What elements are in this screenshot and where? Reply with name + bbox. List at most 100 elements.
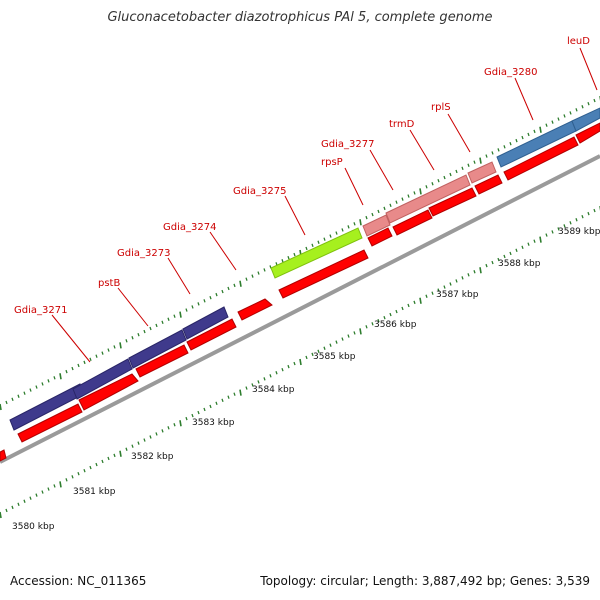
outer-track-tick xyxy=(161,320,164,325)
inner-track-tick xyxy=(479,267,482,274)
inner-track-tick xyxy=(533,239,536,243)
leader-leud xyxy=(579,47,598,91)
feature-pink-3[interactable] xyxy=(467,161,497,184)
gene-labels: Gdia_3271 pstB Gdia_3273 Gdia_3274 Gdia_… xyxy=(14,36,590,316)
inner-track-tick xyxy=(521,245,524,249)
cds-arrow-7[interactable] xyxy=(367,227,393,247)
inner-track-tick xyxy=(0,511,2,519)
inner-track-tick xyxy=(539,236,542,243)
inner-track-tick xyxy=(311,352,314,357)
axis-tick-label-3588: 3588 kbp xyxy=(498,259,541,269)
inner-track-tick xyxy=(353,331,356,335)
cds-arrow-11[interactable] xyxy=(503,136,579,181)
inner-track-tick xyxy=(29,496,32,500)
outer-track-tick xyxy=(71,366,74,371)
gene-label-trmd[interactable]: trmD xyxy=(389,119,415,130)
outer-track-tick xyxy=(563,114,566,118)
gene-label-gdia-3277[interactable]: Gdia_3277 xyxy=(321,139,374,150)
inner-track-tick xyxy=(455,279,458,283)
outer-track-tick xyxy=(95,354,98,358)
inner-track-tick xyxy=(125,447,128,451)
outer-track-tick xyxy=(65,369,68,374)
outer-track-tick xyxy=(185,308,188,312)
cds-arrow-8[interactable] xyxy=(392,209,433,236)
outer-track-tick xyxy=(29,388,32,392)
feature-purple-2[interactable] xyxy=(72,358,133,400)
inner-track-tick xyxy=(575,218,578,222)
feature-blue-2[interactable] xyxy=(571,107,600,132)
inner-track-tick xyxy=(395,309,398,314)
inner-track-tick xyxy=(425,294,428,298)
inner-track-tick xyxy=(419,297,422,304)
gene-label-rpls[interactable]: rplS xyxy=(431,102,451,113)
inner-track-tick xyxy=(137,441,140,445)
gene-label-rpsp[interactable]: rpsP xyxy=(321,157,343,168)
outer-track-tick xyxy=(431,182,434,186)
outer-track-tick xyxy=(467,163,470,167)
inner-track-tick xyxy=(473,270,476,274)
feature-pink-1[interactable] xyxy=(362,214,391,237)
inner-track-tick xyxy=(35,493,38,497)
feature-purple-4[interactable] xyxy=(182,306,229,340)
outer-track-tick xyxy=(209,295,212,300)
inner-track-tick xyxy=(131,444,134,448)
outer-track-tick xyxy=(53,376,56,380)
outer-track-tick xyxy=(581,105,584,109)
outer-track-tick xyxy=(143,329,146,334)
gene-label-gdia-3273[interactable]: Gdia_3273 xyxy=(117,248,170,259)
cds-arrow-5[interactable] xyxy=(237,298,273,321)
cds-arrow-1[interactable] xyxy=(17,403,83,443)
inner-track-tick xyxy=(113,453,116,458)
feature-pink-2[interactable] xyxy=(385,174,471,224)
axis-tick-label-3582: 3582 kbp xyxy=(131,452,174,462)
gene-label-gdia-3274[interactable]: Gdia_3274 xyxy=(163,222,216,233)
inner-track-tick xyxy=(587,211,590,216)
outer-track-tick xyxy=(23,391,26,395)
inner-track-tick xyxy=(461,276,464,280)
outer-track-tick xyxy=(377,209,380,214)
leader-gdia-3271 xyxy=(51,314,91,363)
cds-arrow-edge[interactable] xyxy=(0,449,7,462)
inner-track-tick xyxy=(155,432,158,436)
gene-label-pstb[interactable]: pstB xyxy=(98,278,120,289)
gene-label-leud[interactable]: leuD xyxy=(567,36,590,47)
cds-arrow-6[interactable] xyxy=(278,249,369,299)
outer-track-tick xyxy=(401,197,404,201)
inner-track-tick xyxy=(551,230,554,234)
outer-track-tick xyxy=(257,271,260,275)
leader-trmd xyxy=(409,129,435,171)
outer-track-tick xyxy=(497,148,500,152)
gene-label-gdia-3271[interactable]: Gdia_3271 xyxy=(14,305,67,316)
genes-label: Genes: xyxy=(509,574,552,588)
inner-track-tick xyxy=(263,377,266,381)
inner-track-tick xyxy=(557,227,560,231)
inner-track-tick xyxy=(269,374,272,378)
inner-track-tick xyxy=(377,319,380,323)
outer-track-tick xyxy=(407,194,410,198)
inner-track-tick xyxy=(173,423,176,427)
cds-arrow-10[interactable] xyxy=(474,174,503,195)
outer-track-tick xyxy=(593,98,596,103)
cds-arrow-2[interactable] xyxy=(78,373,139,411)
cds-arrow-3[interactable] xyxy=(135,344,189,378)
feature-purple-3[interactable] xyxy=(128,329,187,369)
leader-pstb xyxy=(117,287,149,327)
feature-green[interactable] xyxy=(270,227,363,279)
cds-arrow-9[interactable] xyxy=(428,187,477,217)
inner-track-tick xyxy=(371,322,374,326)
outer-track-tick xyxy=(383,206,386,211)
outer-track-tick xyxy=(251,274,254,278)
inner-track-tick xyxy=(323,346,326,350)
inner-track-tick xyxy=(239,389,242,396)
gene-label-gdia-3280[interactable]: Gdia_3280 xyxy=(484,67,537,78)
inner-track-tick xyxy=(95,462,98,467)
gene-label-gdia-3275[interactable]: Gdia_3275 xyxy=(233,186,286,197)
cds-arrow-12[interactable] xyxy=(575,122,600,144)
outer-track-tick xyxy=(509,141,512,146)
cds-arrow-4[interactable] xyxy=(186,318,237,351)
outer-track-tick xyxy=(317,240,320,244)
inner-track-tick xyxy=(293,361,296,366)
outer-track-tick xyxy=(197,302,200,306)
inner-track-tick xyxy=(233,392,236,396)
inner-track-tick xyxy=(47,487,50,491)
